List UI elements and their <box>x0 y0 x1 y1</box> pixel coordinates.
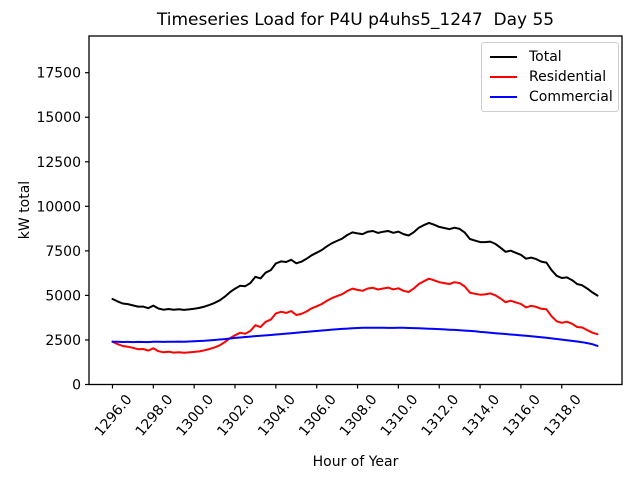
legend-line-residential-swatch <box>490 76 517 78</box>
x-tick-label: 1296.0 <box>92 392 136 440</box>
plot-border <box>88 35 623 386</box>
y-tick-label: 12500 <box>36 155 81 171</box>
series-line-residential <box>111 277 599 354</box>
x-tick-label: 1306.0 <box>296 392 340 440</box>
x-tick-label: 1310.0 <box>378 392 422 440</box>
legend-label-residential: Residential <box>529 69 607 85</box>
legend: Total Residential Commercial <box>481 42 619 112</box>
y-tick-label: 17500 <box>36 66 81 82</box>
y-tick-label: 7500 <box>45 244 81 260</box>
series-line-commercial <box>111 326 599 347</box>
legend-item-commercial: Commercial <box>490 89 613 105</box>
x-tick-label: 1312.0 <box>419 392 463 440</box>
x-tick-label: 1304.0 <box>255 392 299 440</box>
x-tick-label: 1298.0 <box>133 392 177 440</box>
x-tick-label: 1318.0 <box>541 392 585 440</box>
y-axis-label: kW total <box>17 180 33 240</box>
y-tick-label: 10000 <box>36 199 81 215</box>
y-tick-label: 5000 <box>45 288 81 304</box>
legend-item-total: Total <box>490 50 610 64</box>
x-tick-label: 1314.0 <box>459 392 503 440</box>
x-tick-label: 1300.0 <box>173 392 217 440</box>
legend-item-residential: Residential <box>490 70 610 84</box>
legend-line-total-swatch <box>490 56 517 58</box>
legend-line-commercial-swatch <box>490 96 517 98</box>
y-tick-label: 15000 <box>36 110 81 126</box>
y-tick-label: 2500 <box>45 333 81 349</box>
legend-label-total: Total <box>529 49 562 65</box>
series-line-total <box>111 221 599 311</box>
legend-label-commercial: Commercial <box>529 89 613 105</box>
x-axis-label: Hour of Year <box>312 454 399 470</box>
y-tick-label: 0 <box>72 378 81 394</box>
x-tick-label: 1316.0 <box>500 392 544 440</box>
chart-title: Timeseries Load for P4U p4uhs5_1247 Day … <box>156 10 555 30</box>
x-tick-label: 1308.0 <box>337 392 381 440</box>
x-tick-label: 1302.0 <box>214 392 258 440</box>
